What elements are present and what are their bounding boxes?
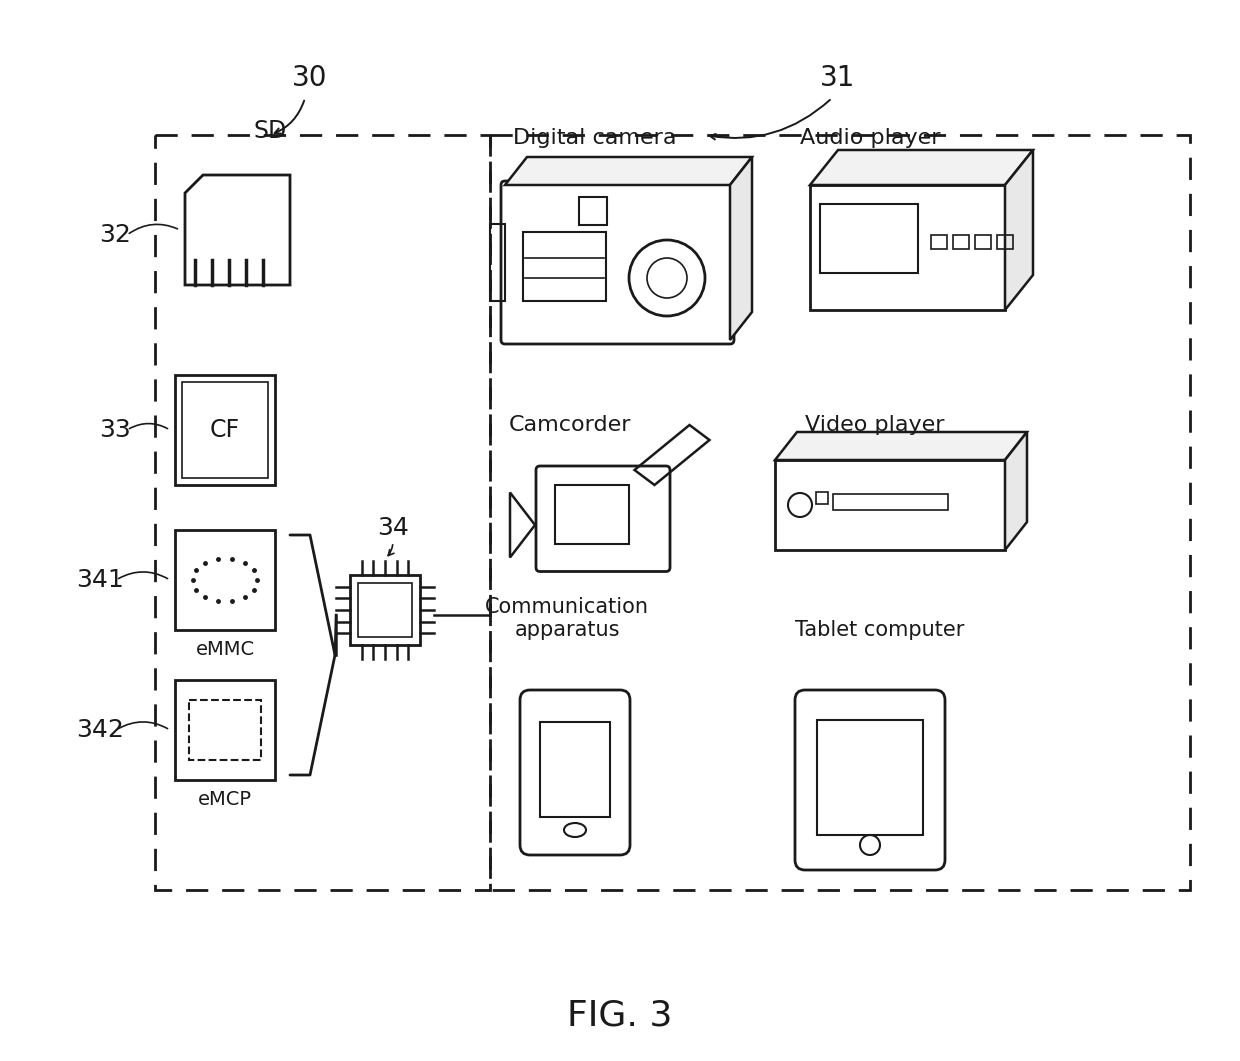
Bar (350, 575, 420, 645)
Bar (997, 234, 1013, 249)
Bar (175, 530, 275, 630)
Text: Video player: Video player (805, 415, 945, 435)
Text: 342: 342 (76, 718, 124, 742)
Bar (775, 460, 1004, 550)
Text: Camcorder: Camcorder (508, 415, 631, 435)
Text: 341: 341 (76, 568, 124, 592)
Bar (523, 231, 606, 301)
Bar (358, 582, 412, 637)
Bar (539, 721, 610, 817)
Bar (579, 197, 608, 225)
Polygon shape (1004, 150, 1033, 310)
Bar (175, 375, 275, 485)
Text: SD: SD (253, 119, 286, 143)
Text: Tablet computer: Tablet computer (795, 620, 965, 640)
Bar (931, 234, 947, 249)
Bar (832, 494, 947, 510)
Bar (182, 382, 268, 479)
Bar (820, 204, 918, 273)
Text: 34: 34 (377, 516, 409, 540)
Text: 31: 31 (821, 64, 856, 92)
Bar (490, 224, 505, 301)
Bar (188, 700, 260, 760)
Polygon shape (810, 150, 1033, 185)
Text: eMMC: eMMC (196, 640, 254, 659)
Polygon shape (1004, 432, 1027, 550)
Text: eMCP: eMCP (198, 790, 252, 808)
Bar (810, 185, 1004, 310)
Text: CF: CF (210, 418, 241, 442)
Text: FIG. 3: FIG. 3 (568, 999, 672, 1033)
Polygon shape (505, 157, 751, 185)
Bar (817, 720, 923, 835)
Text: 32: 32 (99, 223, 131, 247)
Polygon shape (775, 432, 1027, 460)
Bar (490, 135, 1190, 890)
Text: 30: 30 (293, 64, 327, 92)
Bar (816, 491, 828, 504)
Bar (175, 680, 275, 780)
Text: Digital camera: Digital camera (513, 128, 677, 147)
Bar (155, 135, 490, 890)
Bar (556, 485, 629, 543)
Bar (975, 234, 991, 249)
Text: Communication
apparatus: Communication apparatus (485, 596, 649, 640)
Text: Audio player: Audio player (800, 128, 940, 147)
Text: 33: 33 (99, 418, 131, 442)
Bar (952, 234, 968, 249)
Polygon shape (730, 157, 751, 340)
